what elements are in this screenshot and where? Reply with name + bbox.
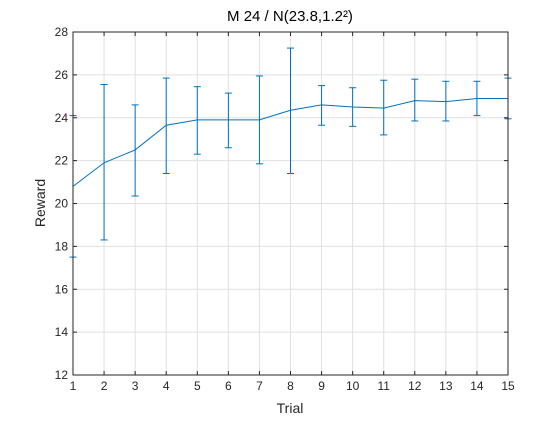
y-tick-label: 18 — [55, 239, 69, 253]
x-tick-label: 6 — [225, 379, 232, 393]
y-tick-label: 22 — [55, 154, 69, 168]
x-tick-label: 11 — [377, 379, 390, 393]
x-tick-label: 3 — [132, 379, 139, 393]
y-tick-label: 28 — [55, 25, 69, 39]
x-tick-label: 8 — [287, 379, 294, 393]
y-tick-label: 26 — [55, 68, 69, 82]
x-axis-label: Trial — [277, 400, 304, 416]
y-axis-label: Reward — [32, 179, 48, 227]
x-tick-label: 5 — [194, 379, 201, 393]
x-tick-label: 4 — [163, 379, 170, 393]
x-tick-label: 13 — [439, 379, 453, 393]
y-tick-label: 24 — [55, 111, 69, 125]
x-tick-label: 2 — [101, 379, 108, 393]
x-tick-label: 1 — [70, 379, 77, 393]
x-tick-label: 15 — [501, 379, 515, 393]
x-tick-label: 7 — [256, 379, 263, 393]
y-tick-label: 14 — [55, 325, 69, 339]
x-tick-label: 14 — [470, 379, 484, 393]
x-tick-label: 10 — [346, 379, 360, 393]
x-tick-label: 9 — [318, 379, 325, 393]
y-tick-label: 20 — [55, 197, 69, 211]
y-tick-label: 16 — [55, 282, 69, 296]
chart-title: M 24 / N(23.8,1.2²) — [227, 8, 353, 25]
x-tick-label: 12 — [408, 379, 422, 393]
y-tick-label: 12 — [55, 368, 69, 382]
